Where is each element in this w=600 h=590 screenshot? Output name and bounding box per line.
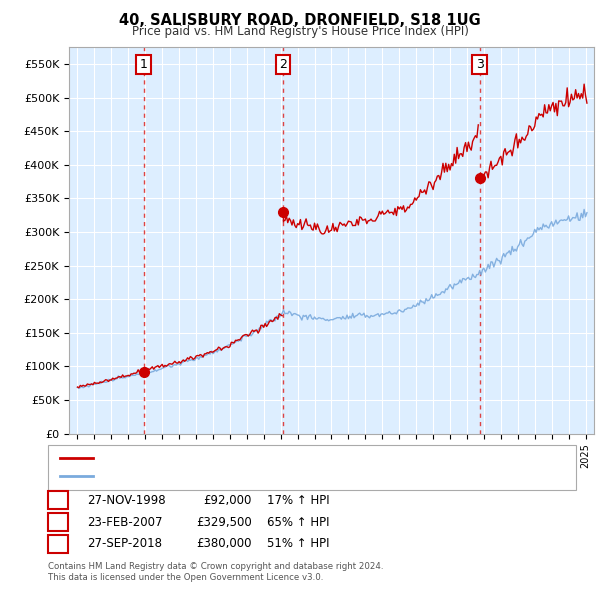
Text: 40, SALISBURY ROAD, DRONFIELD, S18 1UG: 40, SALISBURY ROAD, DRONFIELD, S18 1UG (119, 13, 481, 28)
Text: 3: 3 (54, 537, 62, 550)
Text: 40, SALISBURY ROAD, DRONFIELD, S18 1UG (detached house): 40, SALISBURY ROAD, DRONFIELD, S18 1UG (… (98, 454, 422, 463)
Text: 51% ↑ HPI: 51% ↑ HPI (267, 537, 329, 550)
Text: 27-SEP-2018: 27-SEP-2018 (87, 537, 162, 550)
Text: HPI: Average price, detached house, North East Derbyshire: HPI: Average price, detached house, Nort… (98, 471, 406, 481)
Text: Price paid vs. HM Land Registry's House Price Index (HPI): Price paid vs. HM Land Registry's House … (131, 25, 469, 38)
Text: 1: 1 (54, 494, 62, 507)
Text: 3: 3 (476, 58, 484, 71)
Text: Contains HM Land Registry data © Crown copyright and database right 2024.: Contains HM Land Registry data © Crown c… (48, 562, 383, 571)
Text: 2: 2 (279, 58, 287, 71)
Text: 1: 1 (140, 58, 148, 71)
Text: This data is licensed under the Open Government Licence v3.0.: This data is licensed under the Open Gov… (48, 572, 323, 582)
Text: £380,000: £380,000 (197, 537, 252, 550)
Text: 65% ↑ HPI: 65% ↑ HPI (267, 516, 329, 529)
Text: 27-NOV-1998: 27-NOV-1998 (87, 494, 166, 507)
Text: 2: 2 (54, 516, 62, 529)
Text: 17% ↑ HPI: 17% ↑ HPI (267, 494, 329, 507)
Text: £92,000: £92,000 (203, 494, 252, 507)
Text: 23-FEB-2007: 23-FEB-2007 (87, 516, 163, 529)
Text: £329,500: £329,500 (196, 516, 252, 529)
